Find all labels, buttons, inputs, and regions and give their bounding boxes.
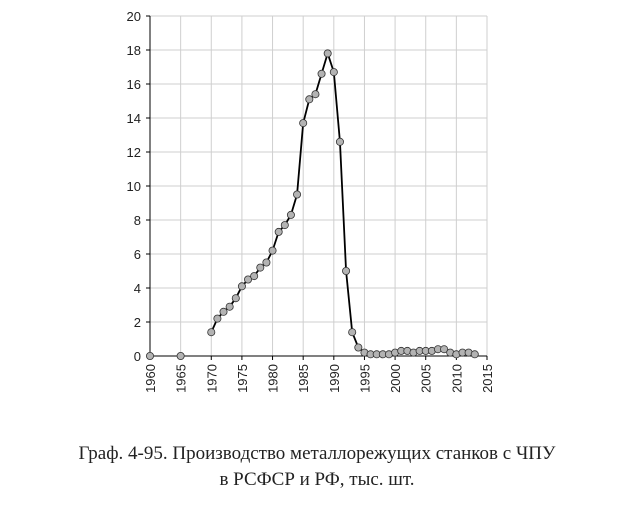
data-point [219, 307, 228, 316]
x-tick-label: 1965 [174, 364, 189, 393]
y-tick-label: 8 [134, 213, 141, 228]
grid [149, 15, 488, 357]
x-tick-label: 1975 [235, 364, 250, 393]
data-point [354, 343, 363, 352]
data-point [274, 227, 283, 236]
x-tick-label: 2005 [419, 364, 434, 393]
data-point [231, 294, 240, 303]
data-point [280, 221, 289, 230]
data-point [244, 275, 253, 284]
data-point [342, 266, 351, 275]
x-tick-label: 2015 [480, 364, 495, 393]
y-tick-label: 16 [127, 77, 141, 92]
y-tick-label: 0 [134, 349, 141, 364]
x-tick-label: 1970 [204, 364, 219, 393]
data-point [262, 258, 271, 267]
data-point [348, 328, 357, 337]
x-tick-labels: 1960 1965 1970 1975 1980 1985 1990 1995 2000 2005… [143, 364, 495, 393]
x-tick-label: 1960 [143, 364, 158, 393]
data-point [268, 246, 277, 255]
y-tick-label: 12 [127, 145, 141, 160]
data-point [470, 350, 479, 359]
x-tick-label: 2000 [388, 364, 403, 393]
data-point [207, 328, 216, 337]
y-tick-label: 14 [127, 111, 141, 126]
figure-caption: Граф. 4-95. Производство металлорежущих … [0, 441, 634, 493]
data-point [286, 210, 295, 219]
data-point [145, 351, 154, 360]
y-tick-label: 4 [134, 281, 141, 296]
axes [146, 15, 488, 360]
caption-line-1: Граф. 4-95. Производство металлорежущих … [78, 443, 556, 464]
data-point [311, 90, 320, 99]
x-tick-label: 1990 [327, 364, 342, 393]
data-point [323, 49, 332, 58]
data-point [335, 137, 344, 146]
data-point [250, 272, 259, 281]
data-point [256, 263, 265, 272]
x-tick-label: 1995 [357, 364, 372, 393]
caption-line-2: в РСФСР и РФ, тыс. шт. [219, 469, 415, 490]
series [145, 49, 479, 360]
data-point [329, 68, 338, 77]
y-tick-label: 6 [134, 247, 141, 262]
y-tick-label: 20 [127, 9, 141, 24]
data-point [176, 351, 185, 360]
data-point [237, 282, 246, 291]
data-point [213, 314, 222, 323]
y-tick-labels: 0 2 4 6 8 10 12 14 16 18 20 [127, 9, 141, 364]
data-point [225, 302, 234, 311]
data-point [317, 69, 326, 78]
x-tick-label: 1985 [296, 364, 311, 393]
data-point [299, 119, 308, 128]
y-tick-label: 10 [127, 179, 141, 194]
data-point [440, 345, 449, 354]
y-tick-label: 2 [134, 315, 141, 330]
x-tick-label: 2010 [449, 364, 464, 393]
data-point [293, 190, 302, 199]
x-tick-label: 1980 [266, 364, 281, 393]
y-tick-label: 18 [127, 43, 141, 58]
data-point [305, 95, 314, 104]
